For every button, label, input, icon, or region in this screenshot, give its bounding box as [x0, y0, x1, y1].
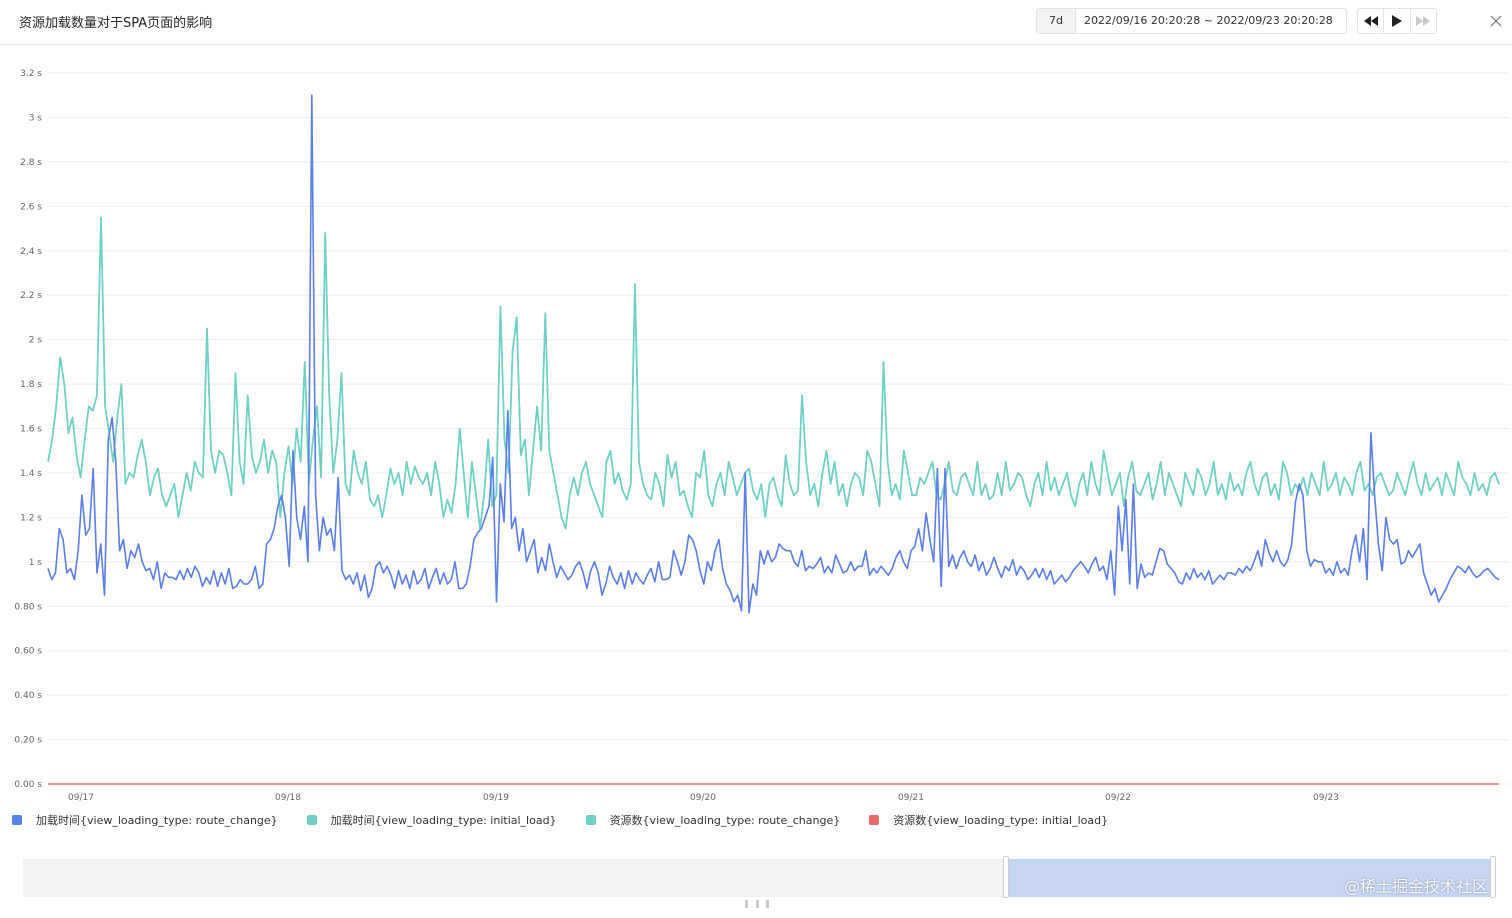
rewind-icon: [1363, 16, 1378, 26]
y-tick-label: 3.2 s: [20, 69, 42, 79]
slider-handle-left[interactable]: [1003, 856, 1009, 898]
legend-item-1[interactable]: 加载时间{view_loading_type: initial_load}: [306, 812, 557, 828]
grip-dot: [755, 900, 759, 908]
x-tick-label: 09/21: [898, 793, 924, 803]
grip-dot: [745, 900, 748, 908]
y-tick-label: 2 s: [29, 336, 43, 346]
y-tick-label: 0.40 s: [14, 691, 42, 701]
y-tick-label: 0.00 s: [14, 780, 42, 790]
legend-label-3: 资源数{view_loading_type: initial_load}: [893, 814, 1109, 827]
x-tick-label: 09/20: [690, 793, 716, 803]
legend-swatch-2: [585, 815, 596, 825]
panel-header: 资源加载数量对于SPA页面的影响 7d 2022/09/16 20:20:28 …: [0, 0, 1512, 45]
y-tick-label: 2.8 s: [20, 158, 42, 168]
x-tick-label: 09/18: [275, 793, 301, 803]
y-tick-label: 3 s: [29, 113, 43, 123]
x-tick-label: 09/17: [68, 793, 94, 803]
y-tick-label: 1 s: [29, 558, 43, 568]
rewind-button[interactable]: [1358, 9, 1385, 33]
grip-dot: [766, 900, 769, 908]
legend-item-3[interactable]: 资源数{view_loading_type: initial_load}: [869, 812, 1108, 828]
legend-item-2[interactable]: 资源数{view_loading_type: route_change}: [585, 812, 841, 828]
y-tick-label: 0.20 s: [14, 736, 42, 746]
legend-label-1: 加载时间{view_loading_type: initial_load}: [330, 814, 557, 827]
line-chart: 0.00 s 0.20 s 0.40 s 0.60 s 0.80 s 1 s 1.2 s 1.…: [14, 69, 1509, 803]
y-tick-label: 2.6 s: [20, 202, 42, 212]
slider-handle-right[interactable]: [1490, 856, 1496, 898]
y-tick-label: 1.4 s: [20, 469, 42, 479]
y-tick-label: 1.2 s: [20, 513, 42, 523]
y-tick-label: 2.2 s: [20, 291, 42, 301]
resize-grip[interactable]: [745, 900, 769, 908]
fast-forward-icon: [1416, 16, 1431, 26]
range-preset-tag[interactable]: 7d: [1037, 9, 1076, 33]
y-tick-label: 1.6 s: [20, 425, 42, 435]
y-tick-label: 1.8 s: [20, 380, 42, 390]
fast-forward-button[interactable]: [1411, 9, 1436, 33]
legend-swatch-0: [12, 815, 22, 825]
chart-legend: 加载时间{view_loading_type: route_change} 加载…: [12, 812, 1137, 828]
legend-label-2: 资源数{view_loading_type: route_change}: [609, 814, 841, 827]
series-line-2: [47, 216, 1500, 530]
time-range-picker[interactable]: 7d 2022/09/16 20:20:28 ~ 2022/09/23 20:2…: [1036, 8, 1347, 34]
legend-label-0: 加载时间{view_loading_type: route_change}: [36, 814, 278, 827]
panel-title: 资源加载数量对于SPA页面的影响: [19, 16, 213, 31]
x-tick-label: 09/23: [1313, 793, 1339, 803]
legend-item-0[interactable]: 加载时间{view_loading_type: route_change}: [12, 812, 278, 828]
legend-swatch-3: [869, 815, 880, 825]
play-icon: [1391, 15, 1402, 27]
y-tick-label: 0.60 s: [14, 647, 42, 657]
x-tick-label: 09/19: [483, 793, 509, 803]
slider-selection[interactable]: [1003, 856, 1496, 898]
y-tick-label: 2.4 s: [20, 247, 42, 257]
series-line-0: [47, 94, 1500, 614]
x-tick-label: 09/22: [1105, 793, 1131, 803]
play-button[interactable]: [1384, 9, 1411, 33]
y-tick-label: 0.80 s: [14, 602, 42, 612]
range-text[interactable]: 2022/09/16 20:20:28 ~ 2022/09/23 20:20:2…: [1084, 14, 1333, 27]
close-icon[interactable]: [1489, 14, 1503, 28]
legend-swatch-1: [306, 815, 317, 825]
watermark: @稀土掘金技术社区: [1343, 877, 1488, 896]
time-nav-controls: [1357, 8, 1437, 34]
time-range-slider[interactable]: [23, 856, 1496, 898]
